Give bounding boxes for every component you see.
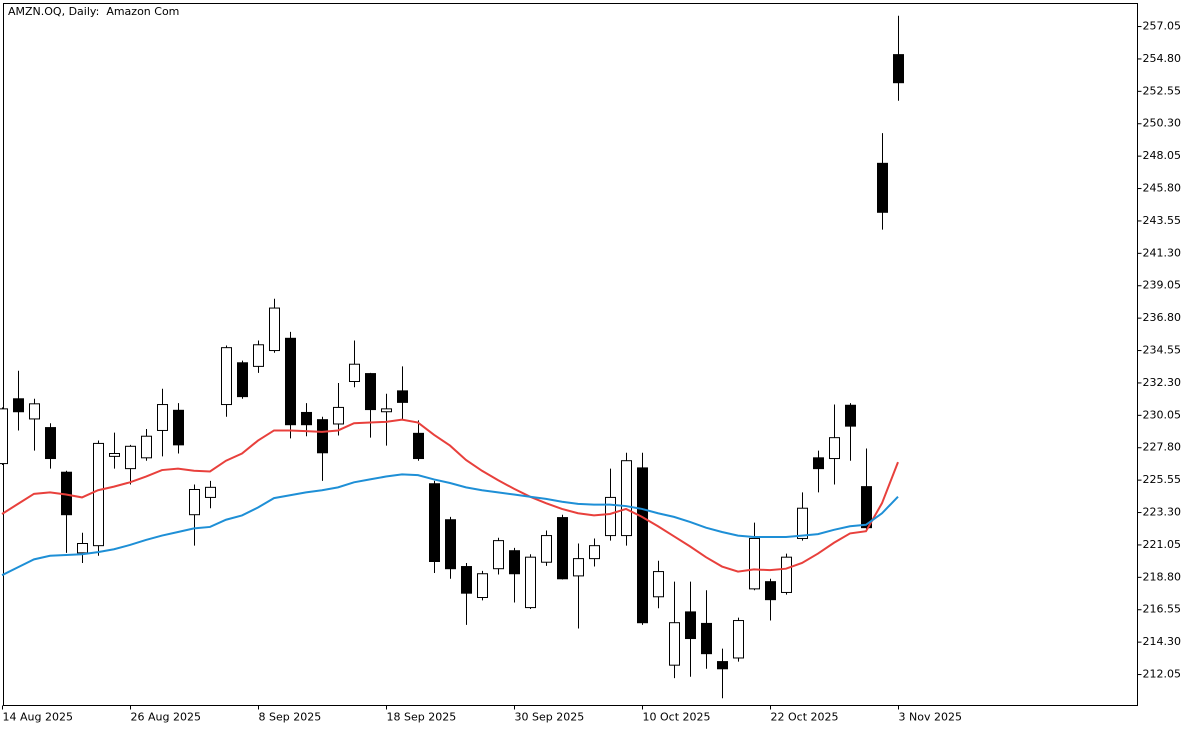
- candle-body: [445, 519, 456, 570]
- y-tick-label: 241.30: [1143, 246, 1182, 259]
- x-tick-label: 30 Sep 2025: [515, 711, 585, 724]
- candle-body: [605, 496, 616, 537]
- candle-body: [29, 403, 40, 420]
- candle-body: [365, 373, 376, 411]
- candle-body: [141, 435, 152, 459]
- candle-body: [717, 661, 728, 670]
- y-tick-label: 230.05: [1143, 408, 1182, 421]
- x-tick-label: 3 Nov 2025: [899, 711, 962, 724]
- candle-body: [397, 390, 408, 403]
- candle-body: [221, 347, 232, 406]
- y-tick-label: 232.30: [1143, 376, 1182, 389]
- candle-body: [509, 550, 520, 575]
- candle-body: [93, 442, 104, 547]
- candle-body: [893, 54, 904, 84]
- candle-body: [237, 362, 248, 398]
- candle-body: [45, 427, 56, 460]
- candle-body: [781, 556, 792, 593]
- x-tick-label: 22 Oct 2025: [771, 711, 839, 724]
- y-tick-label: 216.55: [1143, 603, 1182, 616]
- x-tick-label: 14 Aug 2025: [3, 711, 73, 724]
- candle-body: [525, 556, 536, 609]
- candle-body: [269, 307, 280, 352]
- candle-body: [829, 437, 840, 460]
- candle-body: [653, 571, 664, 598]
- candle-body: [77, 543, 88, 554]
- candle-body: [429, 483, 440, 562]
- candle-body: [749, 537, 760, 590]
- candle-body: [285, 337, 296, 426]
- candle-body: [317, 419, 328, 454]
- candle-body: [125, 445, 136, 470]
- y-tick-label: 239.05: [1143, 279, 1182, 292]
- y-tick-label: 223.30: [1143, 506, 1182, 519]
- candle-body: [621, 460, 632, 537]
- candle-body: [381, 408, 392, 413]
- moving-average-line: [1, 473, 899, 577]
- x-tick-label: 8 Sep 2025: [259, 711, 322, 724]
- candle-body: [477, 573, 488, 598]
- candle-body: [685, 611, 696, 640]
- candle-body: [541, 535, 552, 563]
- y-tick-label: 218.80: [1143, 570, 1182, 583]
- candle-body: [189, 489, 200, 516]
- candle-body: [349, 363, 360, 383]
- candle-body: [669, 622, 680, 666]
- x-tick-label: 26 Aug 2025: [131, 711, 201, 724]
- y-tick-label: 248.05: [1143, 149, 1182, 162]
- candle-body: [13, 398, 24, 413]
- candle-body: [173, 409, 184, 446]
- y-tick-label: 221.05: [1143, 538, 1182, 551]
- y-tick-label: 245.80: [1143, 182, 1182, 195]
- candle-body: [589, 545, 600, 560]
- y-tick-label: 250.30: [1143, 117, 1182, 130]
- candle-body: [861, 486, 872, 529]
- chart-title: AMZN.OQ, Daily: Amazon Com: [8, 5, 179, 18]
- candle-body: [253, 344, 264, 367]
- candle-body: [157, 404, 168, 431]
- y-tick-label: 214.30: [1143, 635, 1182, 648]
- candle-body: [301, 411, 312, 426]
- y-tick-label: 234.55: [1143, 344, 1182, 357]
- y-tick-label: 236.80: [1143, 311, 1182, 324]
- candle-body: [557, 517, 568, 580]
- candle-body: [493, 540, 504, 570]
- candle-body: [877, 162, 888, 213]
- candle-body: [109, 453, 120, 457]
- y-tick-label: 254.80: [1143, 52, 1182, 65]
- candle-body: [461, 566, 472, 594]
- candle-body: [701, 622, 712, 655]
- x-tick-label: 10 Oct 2025: [643, 711, 711, 724]
- y-tick-label: 257.05: [1143, 20, 1182, 33]
- y-tick-label: 227.80: [1143, 441, 1182, 454]
- y-tick-label: 252.55: [1143, 84, 1182, 97]
- y-tick-label: 225.55: [1143, 473, 1182, 486]
- candle-body: [813, 457, 824, 470]
- candle-body: [765, 581, 776, 601]
- candle-body: [205, 486, 216, 498]
- candle-body: [845, 404, 856, 427]
- y-tick-label: 212.05: [1143, 668, 1182, 681]
- candle-body: [637, 467, 648, 624]
- x-tick-label: 18 Sep 2025: [387, 711, 457, 724]
- candle-body: [573, 558, 584, 577]
- candle-body: [797, 507, 808, 539]
- candle-body: [0, 408, 8, 465]
- candle-body: [413, 432, 424, 460]
- y-tick-label: 243.55: [1143, 214, 1182, 227]
- candle-body: [333, 406, 344, 425]
- plot-frame: [3, 3, 1138, 706]
- moving-average-line: [1, 418, 899, 573]
- candle-body: [733, 620, 744, 659]
